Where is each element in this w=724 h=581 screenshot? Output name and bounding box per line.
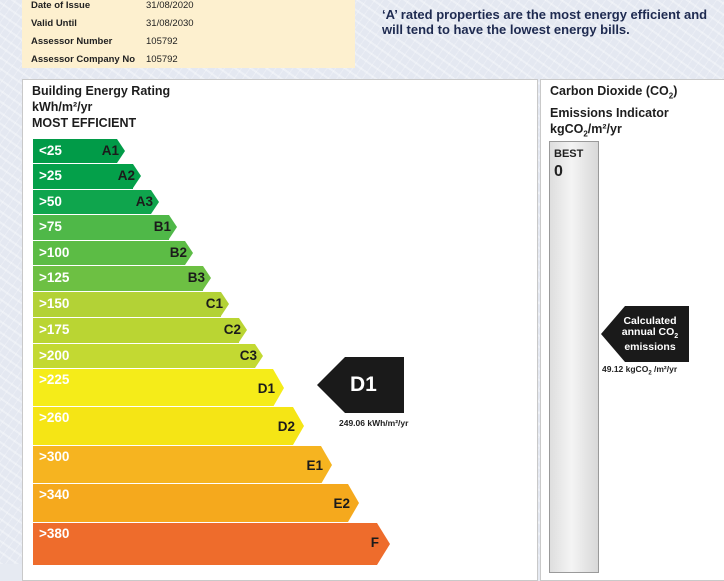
ber-band-label: B2: [169, 245, 187, 260]
assessment-info-box: Date of Issue 31/08/2020 Valid Until 31/…: [22, 0, 355, 68]
info-value: 105792: [146, 36, 178, 47]
ber-band-arrow-tip: [133, 164, 141, 188]
ber-band-label: A1: [101, 143, 119, 158]
ber-band-a1: <25 A1: [33, 138, 125, 164]
co2-title-line1: Carbon Dioxide (CO2): [550, 83, 677, 105]
current-rating-label: D1: [350, 373, 377, 396]
co2-unit-post: /m²/yr: [587, 121, 622, 136]
info-key: Assessor Number: [31, 36, 113, 47]
co2-arrow-line3: emissions: [624, 341, 676, 354]
co2-title: Carbon Dioxide (CO2) Emissions Indicator…: [550, 83, 677, 142]
ber-band-c2: >175 C2: [33, 317, 247, 343]
current-rating-arrow: [317, 357, 404, 413]
efficiency-note: ‘A’ rated properties are the most energy…: [382, 7, 708, 37]
current-rating-arrow-shape: [317, 357, 404, 413]
ber-band-label: A3: [135, 194, 153, 209]
info-key: Valid Until: [31, 18, 77, 29]
co2-unit-pre: kgCO: [550, 121, 584, 136]
co2-title-line3: kgCO2/m²/yr: [550, 121, 677, 143]
co2-value-text: 49.12 kgCO: [602, 364, 649, 374]
ber-band-range: >380: [39, 526, 70, 541]
ber-band-arrow-tip: [185, 241, 193, 265]
co2-title-sub: 2: [668, 91, 674, 101]
ber-band-arrow-tip: [117, 139, 125, 163]
ber-band-label: E1: [306, 458, 323, 473]
ber-band-d2: >260 D2: [33, 406, 304, 445]
ber-title-unit: kWh/m²/yr: [32, 100, 93, 114]
ber-band-label: F: [370, 535, 379, 550]
current-rating-value: 249.06 kWh/m²/yr: [339, 418, 409, 428]
ber-band-d1: >225 D1: [33, 368, 284, 407]
co2-title-line2: Emissions Indicator: [550, 105, 669, 120]
ber-band-label: D2: [277, 419, 295, 434]
ber-band-a2: >25 A2: [33, 163, 141, 189]
ber-band-range: >300: [39, 449, 70, 464]
ber-title: Building Energy Rating kWh/m²/yr MOST EF…: [32, 83, 170, 131]
co2-emissions-arrow-shape: [601, 306, 689, 362]
co2-title-end: ): [673, 84, 678, 98]
co2-arrow-line1: Calculated: [623, 315, 677, 327]
ber-band-c3: >200 C3: [33, 343, 263, 369]
ber-band-label: C3: [239, 348, 257, 363]
co2-value-sub: 2: [648, 370, 652, 377]
ber-band-f: >380 F: [33, 522, 390, 565]
co2-arrow-line2: annual CO2: [614, 327, 686, 342]
co2-emissions-arrow: [601, 306, 689, 362]
info-value: 31/08/2020: [146, 0, 194, 11]
ber-band-range: >75: [39, 219, 62, 234]
co2-emissions-value: 49.12 kgCO2 /m²/yr: [602, 364, 677, 377]
co2-best-label: BEST: [554, 148, 584, 160]
ber-band-arrow-tip: [321, 446, 332, 484]
ber-band-range: >150: [39, 296, 70, 311]
ber-band-arrow-tip: [203, 266, 211, 290]
ber-band-c1: >150 C1: [33, 291, 229, 317]
ber-band-range: >50: [39, 194, 62, 209]
ber-band-range: >200: [39, 348, 70, 363]
co2-value-unit: /m²/yr: [651, 364, 678, 374]
co2-arrow-text: Calculated annual CO2 emissions: [614, 316, 686, 353]
ber-band-label: C1: [205, 296, 223, 311]
ber-band-arrow-tip: [377, 523, 390, 565]
info-value: 105792: [146, 54, 178, 65]
info-value: 31/08/2030: [146, 18, 194, 29]
ber-band-arrow-tip: [348, 484, 359, 522]
ber-band-range: >25: [39, 168, 62, 183]
ber-band-a3: >50 A3: [33, 189, 159, 215]
ber-band-b2: >100 B2: [33, 240, 193, 266]
ber-band-range: >100: [39, 245, 70, 260]
ber-band-label: D1: [257, 381, 275, 396]
ber-band-range: <25: [39, 143, 62, 158]
co2-arrow-line2-text: annual CO: [621, 326, 675, 338]
co2-arrow-line2-sub: 2: [674, 333, 679, 341]
ber-title-most-efficient: MOST EFFICIENT: [32, 116, 137, 130]
ber-band-label: B1: [153, 219, 171, 234]
ber-band-range: >340: [39, 487, 70, 502]
ber-band-label: E2: [333, 496, 350, 511]
ber-band-range: >175: [39, 322, 70, 337]
ber-band-arrow-tip: [273, 369, 284, 407]
ber-band-arrow-tip: [293, 407, 304, 445]
ber-band-label: C2: [223, 322, 241, 337]
ber-band-b1: >75 B1: [33, 214, 177, 240]
info-key: Assessor Company No: [31, 54, 136, 65]
ber-band-label: B3: [187, 270, 205, 285]
co2-title-text: Carbon Dioxide (CO: [550, 84, 669, 98]
ber-band-label: A2: [117, 168, 135, 183]
ber-band-arrow-tip: [169, 215, 177, 239]
ber-band-arrow-tip: [151, 190, 159, 214]
co2-best-value: 0: [554, 163, 563, 180]
co2-unit-sub: 2: [583, 129, 588, 138]
ber-title-line1: Building Energy Rating: [32, 84, 171, 98]
ber-band-arrow-tip: [239, 318, 247, 342]
ber-band-arrow-tip: [221, 292, 229, 316]
co2-scale-bar: [549, 141, 599, 573]
ber-band-range: >260: [39, 410, 70, 425]
info-key: Date of Issue: [31, 0, 91, 11]
ber-band-b3: >125 B3: [33, 265, 211, 291]
ber-band-range: >225: [39, 372, 70, 387]
ber-band-e1: >300 E1: [33, 445, 332, 484]
ber-band-arrow-tip: [255, 344, 263, 368]
ber-band-e2: >340 E2: [33, 483, 359, 522]
ber-band-range: >125: [39, 270, 70, 285]
